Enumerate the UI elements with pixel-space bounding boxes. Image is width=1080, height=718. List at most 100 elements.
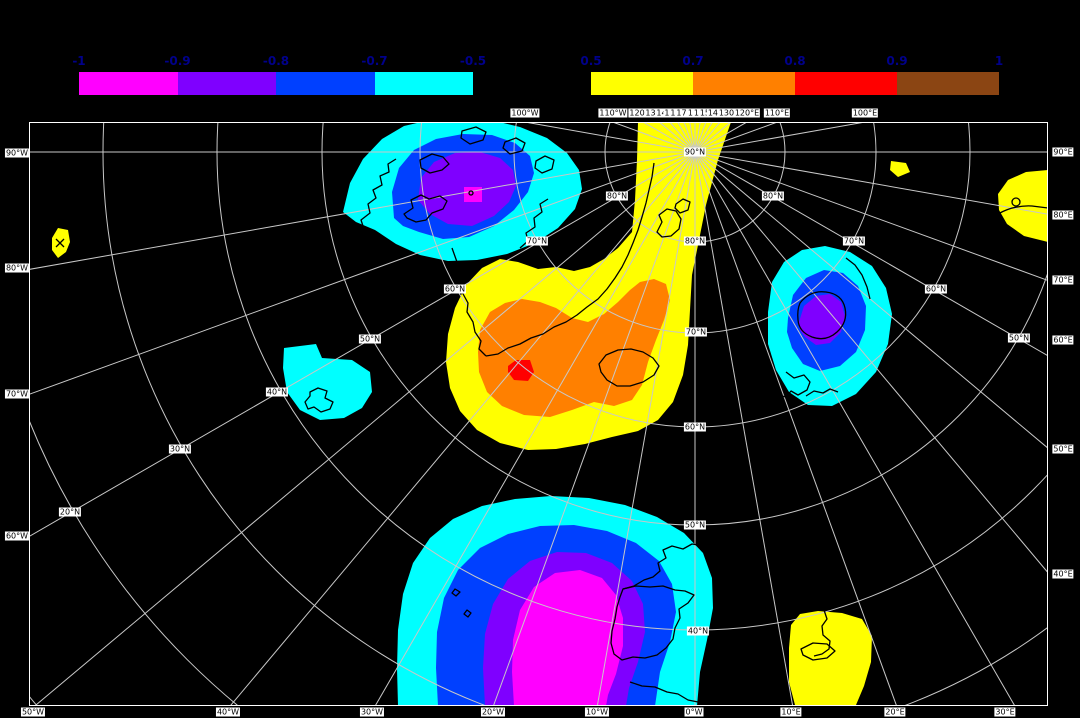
lat-label: 60°N [924,284,948,294]
meridian-line [694,151,794,706]
colorbar-tick-label: 0.7 [682,54,704,68]
coastline-station-dot [468,190,474,196]
lat-label: 50°N [1007,333,1031,343]
coastline-iceland [598,348,660,387]
lon-label-top: 130°E [717,108,745,118]
coastline-severnaya-zemlya-arc [997,205,1048,215]
meridian-line [521,122,696,153]
lat-label: 60°N [443,284,467,294]
coastline-azores-islet-2 [463,609,472,618]
colorbar-tick-label: 0.8 [784,54,806,68]
colorbar-tick-label: -0.7 [361,54,388,68]
coastline-barents-contour-loop [797,291,847,340]
meridian-line [694,122,869,153]
lon-label-right: 90°E [1052,147,1074,157]
coastline-north-africa-coast [629,681,707,706]
meridian-line [694,151,1048,215]
lat-label: 40°N [265,387,289,397]
colorbar-negative [79,72,473,95]
lon-label-bottom: 30°E [994,707,1016,717]
lat-label: 70°N [842,236,866,246]
meridian-line [694,122,779,153]
colorbar-segment [276,72,375,95]
data-regions-layer [52,122,1048,706]
coastline-novaya-zemlya [845,257,871,300]
lat-label: 20°N [58,507,82,517]
region-polar-yellow-spec [890,161,910,177]
lon-label-left: 90°W [4,148,30,158]
lon-label-right: 40°E [1052,569,1074,579]
lon-label-top: 120°W [628,108,658,118]
lon-label-left: 80°W [4,263,30,273]
coastline-ellesmere-marker [55,238,65,248]
parallel-circle [102,122,1048,706]
lon-label-left: 60°W [4,531,30,541]
lat-label: 40°N [686,626,710,636]
lon-label-left: 70°W [4,389,30,399]
coastline-layer [55,126,1048,706]
meridian-line [694,151,1048,574]
lon-label-bottom: 10°W [584,707,610,717]
lat-label: 60°N [683,422,707,432]
meridian-line [596,151,696,706]
lon-label-top: 110°W [598,108,628,118]
meridian-line [694,122,713,153]
coastline-arctic-archipelago-3 [460,126,487,145]
colorbar-tick-label: 1 [994,54,1004,68]
coastline-arctic-archipelago-2 [419,153,450,174]
coastline-newfoundland-coast [304,387,334,413]
lat-label: 70°N [525,236,549,246]
coastline-arctic-archipelago-4 [502,137,526,155]
lat-label: 50°N [358,334,382,344]
map-frame [29,122,1048,706]
meridian-line [492,151,696,706]
region-barents-purple [799,294,845,345]
colorbar-tick-label: -1 [72,54,86,68]
colorbar-positive [591,72,999,95]
lon-label-bottom: 20°E [884,707,906,717]
lon-label-right: 50°E [1052,444,1074,454]
meridian-line [29,151,696,270]
colorbar-segment [693,72,795,95]
coastline-kola-coast [805,388,839,397]
coastline-severnaya-islet [1011,197,1021,207]
lon-label-top: 110°E [763,108,791,118]
colorbar-tick-label: -0.5 [459,54,487,68]
meridian-line [374,151,696,706]
lon-label-top: 100°E [851,108,879,118]
meridian-line [33,151,696,706]
lon-label-top: 120°E [733,108,761,118]
lat-label: 80°N [761,191,785,201]
meridian-line [694,122,721,153]
colorbar-segment [79,72,178,95]
coastline-greenland-southeast-coast [485,162,655,357]
meridian-line [658,122,696,153]
lon-label-right: 80°E [1052,210,1074,220]
meridian-line [29,151,696,395]
lon-label-top: 100°W [510,108,540,118]
coastline-svalbard [656,208,682,238]
coastline-azores-islet-1 [451,588,461,597]
lat-label: 70°N [684,327,708,337]
meridian-line [694,151,1016,706]
colorbar-segment [177,72,276,95]
region-mediterranean-yellow [789,611,872,705]
colorbar-segment [795,72,897,95]
meridian-line [229,151,696,706]
coastline-arctic-archipelago-5 [534,155,555,174]
meridian-line [611,122,696,153]
lon-label-bottom: 50°W [20,707,46,717]
coastline-white-sea-coast [777,371,811,398]
coastline-baffin-island [403,194,448,223]
lon-label-bottom: 10°E [780,707,802,717]
coastline-sicily [800,642,836,661]
meridian-line [694,122,707,153]
colorbar-segment [591,72,693,95]
region-north-atlantic-orange [478,279,670,417]
meridian-line [694,122,732,153]
colorbar-segment [374,72,473,95]
lon-label-bottom: 40°W [215,707,241,717]
